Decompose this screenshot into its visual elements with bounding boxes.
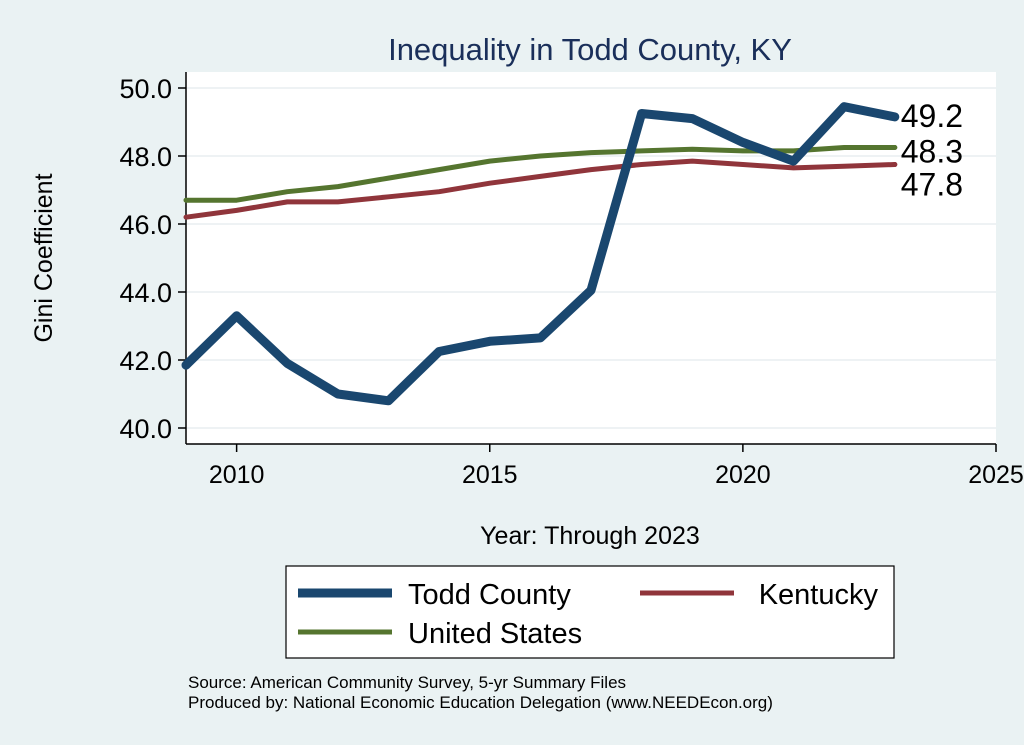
legend-box bbox=[285, 565, 895, 659]
end-label-kentucky: 47.8 bbox=[901, 167, 963, 203]
x-tick-label: 2015 bbox=[462, 461, 518, 489]
x-tick-label: 2025 bbox=[968, 461, 1024, 489]
y-axis-ticks: 40.0 42.0 44.0 46.0 48.0 50.0 bbox=[119, 74, 186, 444]
legend-label-kentucky: Kentucky bbox=[759, 579, 879, 611]
legend-label-united-states: United States bbox=[408, 618, 582, 650]
y-tick-label: 50.0 bbox=[119, 74, 172, 104]
end-point-united-states bbox=[892, 145, 898, 150]
y-tick-label: 40.0 bbox=[119, 414, 172, 444]
producer-note: Produced by: National Economic Education… bbox=[188, 693, 773, 712]
series-lines bbox=[181, 102, 900, 406]
series-line-kentucky bbox=[183, 158, 898, 220]
x-axis-label: Year: Through 2023 bbox=[480, 522, 700, 550]
x-tick-label: 2020 bbox=[715, 461, 771, 489]
chart-title: Inequality in Todd County, KY bbox=[388, 32, 792, 67]
y-tick-label: 46.0 bbox=[119, 210, 172, 240]
legend: Todd County Kentucky United States bbox=[285, 565, 895, 659]
end-point-todd-county bbox=[892, 114, 898, 120]
legend-label-todd-county: Todd County bbox=[408, 579, 571, 611]
plot-area bbox=[186, 72, 996, 444]
y-tick-label: 42.0 bbox=[119, 346, 172, 376]
series-line-todd-county bbox=[181, 102, 900, 406]
x-axis-ticks: 2010 2015 2020 2025 bbox=[209, 444, 1024, 489]
source-note: Source: American Community Survey, 5-yr … bbox=[188, 673, 626, 692]
y-tick-label: 48.0 bbox=[119, 142, 172, 172]
end-label-todd-county: 49.2 bbox=[901, 98, 963, 134]
end-point-kentucky bbox=[892, 162, 898, 167]
x-tick-label: 2010 bbox=[209, 461, 265, 489]
end-labels: 49.2 47.848.3 bbox=[901, 98, 963, 203]
y-tick-label: 44.0 bbox=[119, 278, 172, 308]
end-label-united-states: 48.3 bbox=[901, 134, 963, 170]
y-axis-label: Gini Coefficient bbox=[30, 173, 58, 342]
